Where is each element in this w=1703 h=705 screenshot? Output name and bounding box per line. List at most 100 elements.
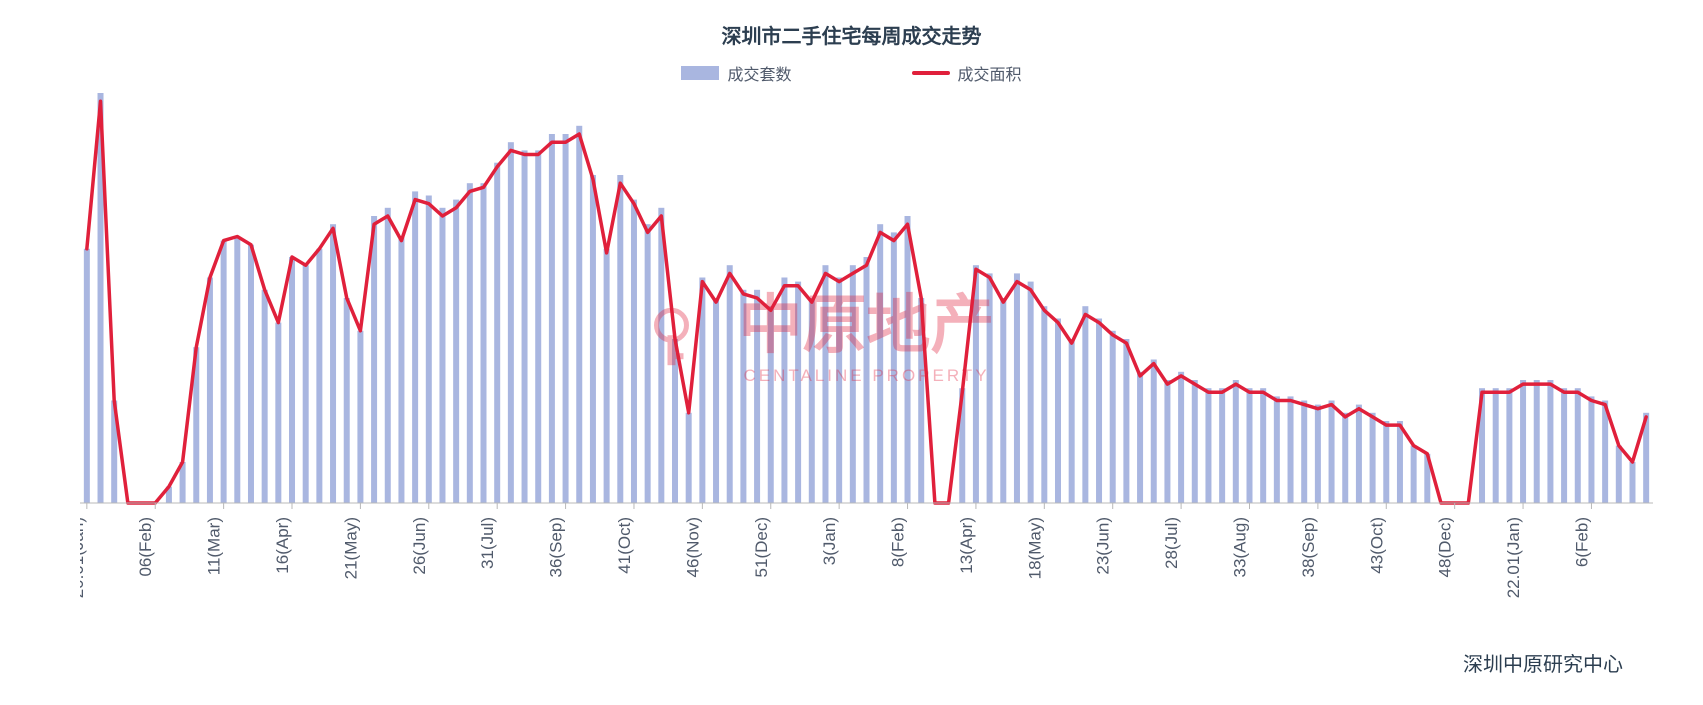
bar — [1411, 446, 1417, 503]
bar — [1000, 298, 1006, 503]
x-tick-label: 51(Dec) — [752, 517, 771, 577]
bar — [1041, 306, 1047, 503]
x-tick-label: 28(Jul) — [1162, 517, 1181, 569]
source-label: 深圳中原研究中心 — [1463, 648, 1623, 677]
bar — [1260, 388, 1266, 503]
bar — [481, 183, 487, 503]
x-tick-label: 8(Feb) — [889, 517, 908, 567]
bar — [371, 216, 377, 503]
chart-title: 深圳市二手住宅每周成交走势 — [20, 20, 1683, 49]
bar — [1151, 360, 1157, 504]
x-tick-label: 43(Oct) — [1367, 517, 1386, 574]
bar — [1246, 388, 1252, 503]
bar — [604, 249, 610, 503]
x-ticks: 20.01(Jan)06(Feb)11(Mar)16(Apr)21(May)26… — [80, 503, 1591, 598]
bar — [754, 290, 760, 503]
bar — [1370, 413, 1376, 503]
bar — [207, 278, 213, 504]
bar — [1233, 380, 1239, 503]
bar — [289, 257, 295, 503]
bar — [1123, 339, 1129, 503]
bar — [1301, 401, 1307, 504]
bar — [398, 237, 404, 504]
bar — [1356, 405, 1362, 503]
bar — [1137, 372, 1143, 503]
bar — [344, 298, 350, 503]
bar — [1205, 388, 1211, 503]
x-tick-label: 16(Apr) — [273, 517, 292, 574]
bar — [686, 413, 692, 503]
bar — [713, 298, 719, 503]
bar — [439, 208, 445, 503]
bar — [1397, 421, 1403, 503]
bars-group — [84, 93, 1649, 503]
legend-swatch-bar-icon — [681, 66, 719, 80]
bar — [248, 245, 254, 503]
x-tick-label: 11(Mar) — [205, 517, 224, 575]
bar — [535, 150, 541, 503]
bar — [316, 249, 322, 503]
bar — [467, 183, 473, 503]
bar — [1055, 319, 1061, 504]
x-tick-label: 46(Nov) — [683, 517, 702, 577]
bar — [809, 298, 815, 503]
x-tick-label: 06(Feb) — [136, 517, 155, 577]
bar — [795, 282, 801, 503]
bar — [822, 265, 828, 503]
bar — [1315, 405, 1321, 503]
bar — [1383, 421, 1389, 503]
bar — [1329, 401, 1335, 504]
bar — [658, 208, 664, 503]
bar — [453, 200, 459, 503]
x-tick-label: 38(Sep) — [1299, 517, 1318, 577]
legend-swatch-line-icon — [912, 71, 950, 75]
bar — [1534, 380, 1540, 503]
bar — [84, 249, 90, 503]
legend-label-bar: 成交套数 — [727, 61, 791, 85]
bar — [385, 208, 391, 503]
bar — [768, 306, 774, 503]
bar — [262, 290, 268, 503]
bar — [1561, 388, 1567, 503]
bar — [1547, 380, 1553, 503]
x-tick-label: 36(Sep) — [547, 517, 566, 577]
bar — [412, 191, 418, 503]
bar — [1616, 446, 1622, 503]
bar — [1096, 319, 1102, 504]
bar — [426, 196, 432, 504]
bar — [1288, 396, 1294, 503]
plot-area: 中原地产CENTALINE PROPERTY20.01(Jan)06(Feb)1… — [80, 93, 1653, 648]
x-tick-label: 20.01(Jan) — [80, 517, 87, 598]
x-tick-label: 3(Jan) — [820, 517, 839, 565]
bar — [563, 134, 569, 503]
bar — [576, 126, 582, 503]
legend-item-line: 成交面积 — [912, 61, 1022, 85]
bar — [221, 241, 227, 503]
bar — [740, 290, 746, 503]
bar — [494, 163, 500, 503]
bar — [330, 224, 336, 503]
x-tick-label: 31(Jul) — [478, 517, 497, 569]
bar — [905, 216, 911, 503]
bar — [1164, 380, 1170, 503]
legend: 成交套数 成交面积 — [20, 61, 1683, 85]
bar — [549, 134, 555, 503]
bar — [631, 200, 637, 503]
bar — [357, 331, 363, 503]
bar — [864, 257, 870, 503]
x-tick-label: 18(May) — [1025, 517, 1044, 579]
x-tick-label: 48(Dec) — [1436, 517, 1455, 577]
x-tick-label: 6(Feb) — [1572, 517, 1591, 567]
x-tick-label: 41(Oct) — [615, 517, 634, 574]
bar — [1629, 462, 1635, 503]
bar — [1219, 388, 1225, 503]
bar — [234, 237, 240, 504]
x-tick-label: 23(Jun) — [1094, 517, 1113, 575]
bar — [1014, 273, 1020, 503]
bar — [1110, 331, 1116, 503]
x-tick-label: 13(Apr) — [957, 517, 976, 574]
bar — [1069, 339, 1075, 503]
bar — [781, 278, 787, 504]
bar — [303, 265, 309, 503]
bar — [275, 323, 281, 503]
